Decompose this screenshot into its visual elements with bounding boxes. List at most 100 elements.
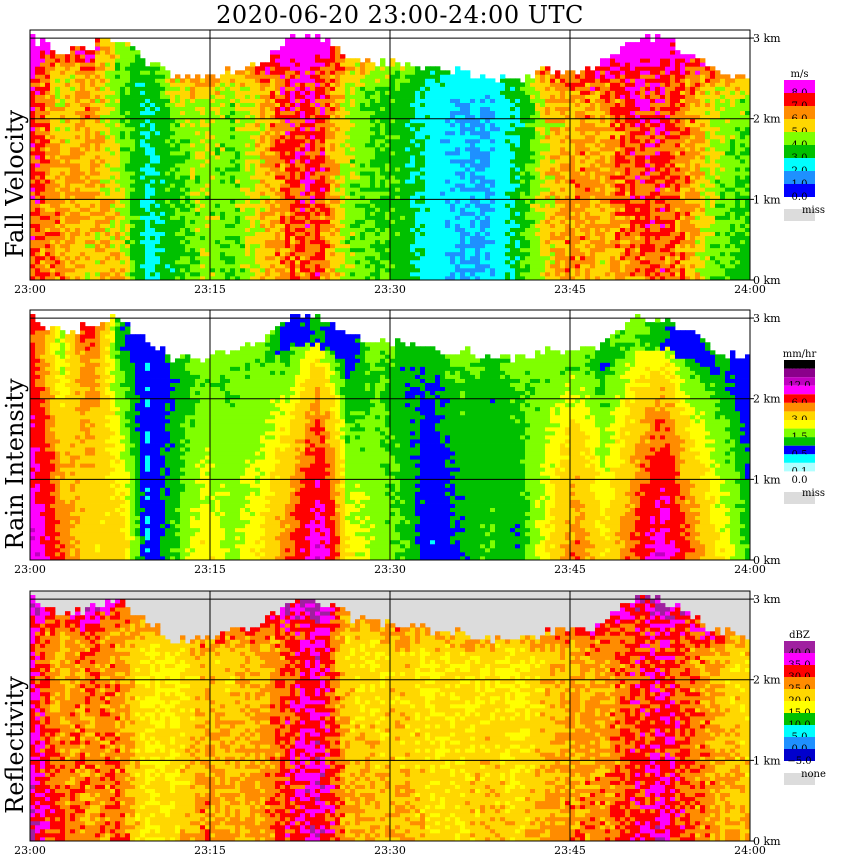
fall-velocity-cell bbox=[345, 239, 351, 245]
fall-velocity-cell bbox=[430, 134, 436, 140]
fall-velocity-cell bbox=[400, 235, 406, 241]
fall-velocity-cell bbox=[315, 142, 321, 148]
fall-velocity-cell bbox=[130, 54, 136, 59]
fall-velocity-cell bbox=[40, 134, 46, 140]
fall-velocity-cell bbox=[465, 227, 471, 233]
fall-velocity-cell bbox=[30, 203, 36, 208]
fall-velocity-cell bbox=[415, 255, 421, 261]
fall-velocity-cell bbox=[470, 155, 476, 160]
fall-velocity-cell bbox=[435, 199, 441, 204]
fall-velocity-cell bbox=[330, 146, 336, 152]
fall-velocity-cell bbox=[380, 247, 386, 253]
fall-velocity-cell bbox=[240, 167, 246, 172]
fall-velocity-cell bbox=[170, 271, 176, 277]
fall-velocity-cell bbox=[425, 163, 431, 168]
fall-velocity-cell bbox=[145, 227, 151, 233]
fall-velocity-cell bbox=[390, 78, 396, 83]
fall-velocity-cell bbox=[170, 150, 176, 156]
fall-velocity-cell bbox=[260, 150, 266, 156]
fall-velocity-cell bbox=[195, 118, 201, 124]
fall-velocity-cell bbox=[360, 239, 366, 245]
fall-velocity-cell bbox=[45, 167, 51, 172]
fall-velocity-cell bbox=[45, 114, 51, 120]
fall-velocity-cell bbox=[200, 195, 206, 200]
fall-velocity-cell bbox=[210, 126, 216, 132]
fall-velocity-cell bbox=[460, 263, 466, 269]
fall-velocity-cell bbox=[35, 223, 41, 228]
fall-velocity-cell bbox=[300, 231, 306, 237]
fall-velocity-cell bbox=[140, 183, 146, 188]
fall-velocity-cell bbox=[360, 142, 366, 148]
fall-velocity-cell bbox=[65, 78, 71, 83]
fall-velocity-cell bbox=[210, 146, 216, 152]
fall-velocity-cell bbox=[385, 70, 391, 75]
fall-velocity-cell bbox=[360, 86, 366, 91]
fall-velocity-cell bbox=[405, 66, 411, 71]
fall-velocity-cell bbox=[265, 126, 271, 132]
fall-velocity-cell bbox=[65, 251, 71, 257]
fall-velocity-cell bbox=[210, 191, 216, 196]
fall-velocity-cell bbox=[425, 74, 431, 79]
fall-velocity-cell bbox=[30, 106, 36, 112]
fall-velocity-cell bbox=[400, 215, 406, 220]
fall-velocity-cell bbox=[340, 74, 346, 79]
fall-velocity-cell bbox=[105, 62, 111, 67]
fall-velocity-cell bbox=[75, 146, 81, 152]
fall-velocity-cell bbox=[70, 167, 76, 172]
fall-velocity-cell bbox=[360, 98, 366, 103]
fall-velocity-cell bbox=[315, 126, 321, 132]
fall-velocity-cell bbox=[45, 98, 51, 103]
fall-velocity-cell bbox=[215, 195, 221, 200]
fall-velocity-cell bbox=[270, 70, 276, 75]
fall-velocity-cell bbox=[375, 70, 381, 75]
fall-velocity-cell bbox=[280, 239, 286, 245]
fall-velocity-cell bbox=[275, 114, 281, 120]
fall-velocity-cell bbox=[305, 126, 311, 132]
fall-velocity-cell bbox=[215, 255, 221, 261]
fall-velocity-cell bbox=[210, 179, 216, 184]
fall-velocity-cell bbox=[335, 70, 341, 75]
fall-velocity-cell bbox=[390, 247, 396, 253]
fall-velocity-cell bbox=[215, 142, 221, 148]
fall-velocity-cell bbox=[250, 78, 256, 83]
fall-velocity-cell bbox=[140, 58, 146, 63]
fall-velocity-cell bbox=[180, 146, 186, 152]
fall-velocity-cell bbox=[140, 159, 146, 164]
fall-velocity-cell bbox=[240, 247, 246, 253]
fall-velocity-cell bbox=[90, 58, 96, 63]
fall-velocity-cell bbox=[315, 227, 321, 233]
fall-velocity-cell bbox=[430, 102, 436, 108]
fall-velocity-cell bbox=[135, 195, 141, 200]
fall-velocity-cell bbox=[345, 215, 351, 220]
fall-velocity-cell bbox=[175, 114, 181, 120]
fall-velocity-cell bbox=[115, 110, 121, 116]
fall-velocity-cell bbox=[175, 259, 181, 265]
fall-velocity-cell bbox=[45, 110, 51, 116]
fall-velocity-cell bbox=[200, 78, 206, 83]
fall-velocity-cell bbox=[235, 275, 241, 281]
fall-velocity-cell bbox=[35, 138, 41, 144]
fall-velocity-cell bbox=[470, 94, 476, 99]
fall-velocity-cell bbox=[450, 271, 456, 277]
fall-velocity-cell bbox=[105, 74, 111, 79]
fall-velocity-cell bbox=[430, 271, 436, 277]
fall-velocity-cell bbox=[405, 227, 411, 233]
fall-velocity-cell bbox=[360, 150, 366, 156]
fall-velocity-cell bbox=[155, 159, 161, 164]
fall-velocity-cell bbox=[110, 146, 116, 152]
fall-velocity-cell bbox=[220, 102, 226, 108]
fall-velocity-cell bbox=[85, 175, 91, 180]
fall-velocity-cell bbox=[315, 54, 321, 59]
fall-velocity-cell bbox=[100, 102, 106, 108]
fall-velocity-cell bbox=[100, 114, 106, 120]
fall-velocity-cell bbox=[335, 203, 341, 208]
fall-velocity-cell bbox=[125, 235, 131, 241]
fall-velocity-cell bbox=[245, 191, 251, 196]
fall-velocity-cell bbox=[30, 34, 36, 39]
fall-velocity-cell bbox=[180, 102, 186, 108]
fall-velocity-cell bbox=[255, 243, 261, 249]
fall-velocity-cell bbox=[355, 142, 361, 148]
fall-velocity-cell bbox=[335, 183, 341, 188]
fall-velocity-cell bbox=[190, 155, 196, 160]
fall-velocity-cell bbox=[395, 94, 401, 99]
